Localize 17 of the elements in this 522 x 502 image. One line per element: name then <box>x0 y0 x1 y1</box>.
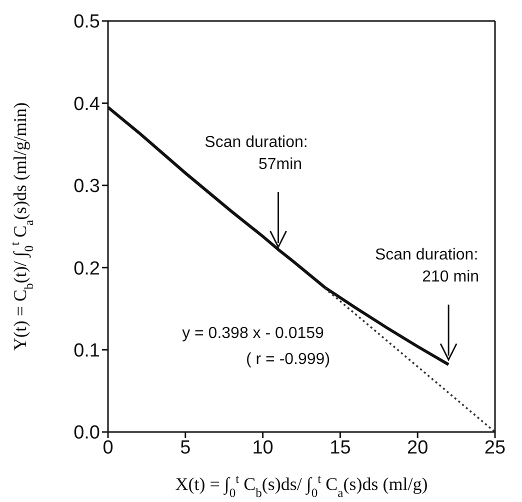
annotation: ( r = -0.999) <box>246 351 330 368</box>
y-tick-label: 0.5 <box>74 12 100 33</box>
y-tick-label: 0.2 <box>74 258 100 280</box>
x-tick-label: 20 <box>407 437 428 458</box>
annotation: Scan duration: 57min <box>204 134 308 174</box>
annotation: Scan duration: 210 min <box>374 246 480 286</box>
x-tick-label: 10 <box>252 437 274 458</box>
x-tick-label: 0 <box>102 437 114 458</box>
y-tick-label: 0.0 <box>74 422 100 444</box>
y-tick-label: 0.3 <box>74 176 100 198</box>
text: X(t) = ∫$_{0}$$^{t}$ C$_{b}$(s)ds/ ∫$_{0}$$^{t}$ C$_{a}$(s)ds (ml/g) <box>175 472 428 500</box>
y-tick-label: 0.1 <box>74 340 100 362</box>
x-tick-label: 5 <box>180 437 191 458</box>
x-tick-label: 25 <box>484 437 506 458</box>
annotation: y = 0.398 x - 0.0159 <box>182 325 324 342</box>
y-tick-label: 0.4 <box>74 94 100 115</box>
x-tick-label: 15 <box>330 437 351 458</box>
